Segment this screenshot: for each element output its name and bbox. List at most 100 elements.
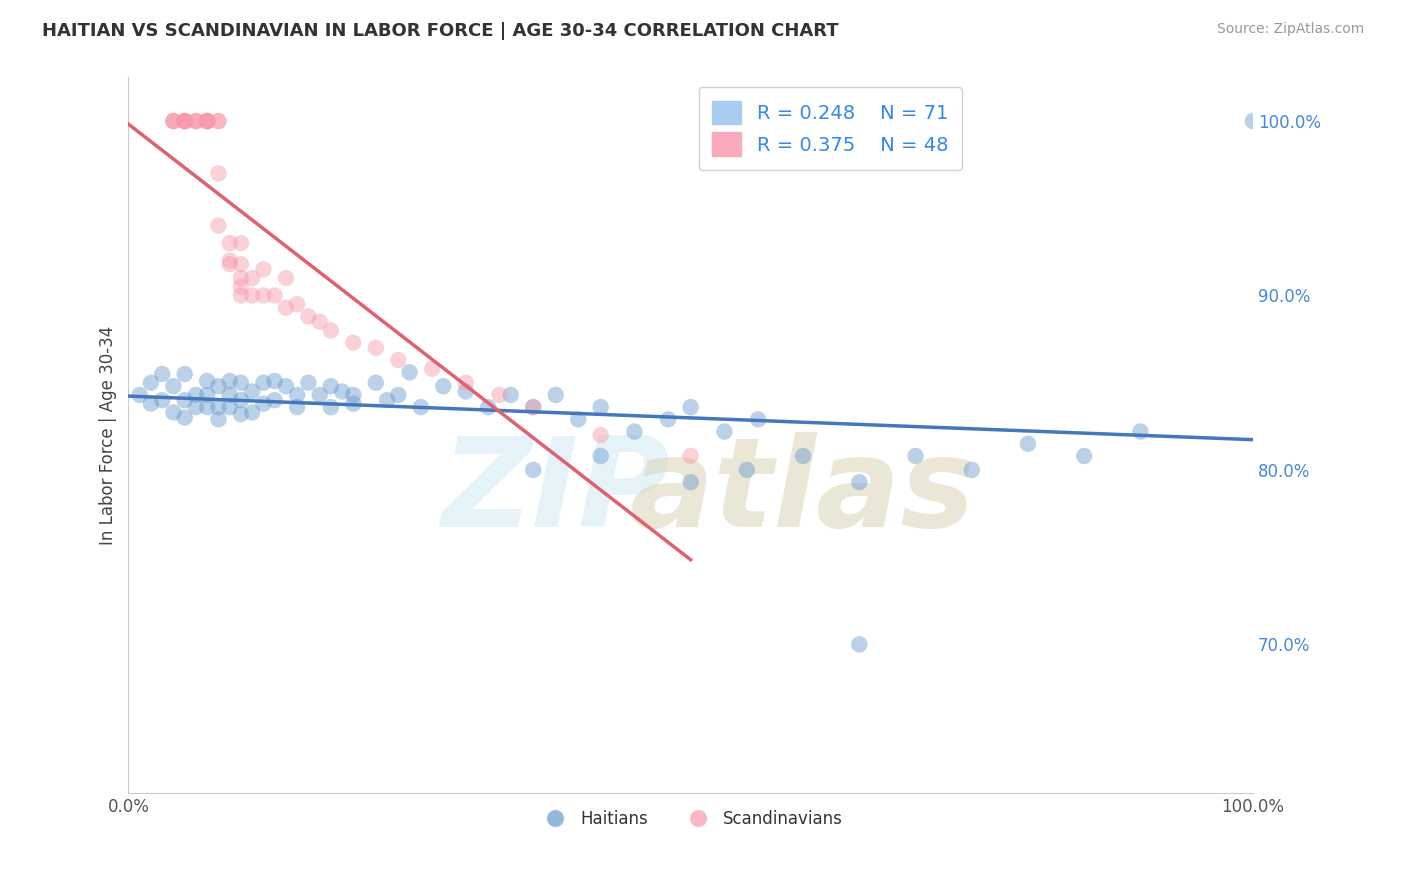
- Point: [252, 262, 274, 277]
- Text: HAITIAN VS SCANDINAVIAN IN LABOR FORCE | AGE 30-34 CORRELATION CHART: HAITIAN VS SCANDINAVIAN IN LABOR FORCE |…: [42, 22, 839, 40]
- Point: [218, 400, 240, 414]
- Point: [297, 376, 319, 390]
- Point: [623, 425, 645, 439]
- Point: [229, 271, 252, 285]
- Point: [173, 393, 195, 408]
- Point: [263, 288, 285, 302]
- Point: [342, 335, 364, 350]
- Point: [184, 114, 207, 128]
- Point: [195, 374, 218, 388]
- Point: [274, 271, 297, 285]
- Point: [398, 365, 420, 379]
- Point: [522, 400, 544, 414]
- Point: [150, 393, 173, 408]
- Point: [252, 288, 274, 302]
- Point: [162, 405, 184, 419]
- Point: [454, 376, 477, 390]
- Point: [229, 393, 252, 408]
- Point: [285, 400, 308, 414]
- Point: [387, 353, 409, 368]
- Point: [263, 374, 285, 388]
- Point: [173, 114, 195, 128]
- Point: [229, 288, 252, 302]
- Point: [195, 114, 218, 128]
- Point: [207, 400, 229, 414]
- Point: [319, 379, 342, 393]
- Point: [735, 463, 758, 477]
- Point: [364, 376, 387, 390]
- Point: [162, 379, 184, 393]
- Point: [207, 114, 229, 128]
- Point: [387, 388, 409, 402]
- Text: Source: ZipAtlas.com: Source: ZipAtlas.com: [1216, 22, 1364, 37]
- Point: [184, 114, 207, 128]
- Point: [173, 114, 195, 128]
- Point: [477, 400, 499, 414]
- Point: [432, 379, 454, 393]
- Point: [162, 114, 184, 128]
- Point: [1073, 449, 1095, 463]
- Point: [184, 400, 207, 414]
- Point: [195, 114, 218, 128]
- Point: [139, 397, 162, 411]
- Point: [589, 400, 612, 414]
- Point: [274, 379, 297, 393]
- Point: [218, 253, 240, 268]
- Point: [184, 388, 207, 402]
- Point: [960, 463, 983, 477]
- Point: [150, 367, 173, 381]
- Point: [713, 425, 735, 439]
- Point: [488, 388, 510, 402]
- Point: [375, 393, 398, 408]
- Point: [848, 637, 870, 651]
- Point: [679, 400, 702, 414]
- Point: [747, 412, 769, 426]
- Point: [1241, 114, 1264, 128]
- Point: [342, 397, 364, 411]
- Point: [330, 384, 353, 399]
- Point: [218, 236, 240, 251]
- Point: [139, 376, 162, 390]
- Point: [308, 315, 330, 329]
- Point: [657, 412, 679, 426]
- Point: [263, 393, 285, 408]
- Point: [173, 367, 195, 381]
- Point: [409, 400, 432, 414]
- Point: [218, 374, 240, 388]
- Point: [1017, 436, 1039, 450]
- Point: [195, 400, 218, 414]
- Point: [544, 388, 567, 402]
- Point: [252, 376, 274, 390]
- Point: [792, 449, 814, 463]
- Point: [173, 114, 195, 128]
- Point: [454, 384, 477, 399]
- Point: [679, 449, 702, 463]
- Point: [207, 219, 229, 233]
- Point: [589, 428, 612, 442]
- Point: [173, 114, 195, 128]
- Point: [195, 388, 218, 402]
- Text: atlas: atlas: [630, 432, 976, 553]
- Point: [229, 236, 252, 251]
- Point: [420, 361, 443, 376]
- Point: [207, 114, 229, 128]
- Point: [128, 388, 150, 402]
- Point: [319, 323, 342, 337]
- Point: [218, 257, 240, 271]
- Point: [679, 475, 702, 490]
- Point: [229, 279, 252, 293]
- Point: [252, 397, 274, 411]
- Point: [522, 400, 544, 414]
- Point: [195, 114, 218, 128]
- Point: [319, 400, 342, 414]
- Point: [207, 379, 229, 393]
- Point: [285, 388, 308, 402]
- Point: [195, 114, 218, 128]
- Point: [184, 114, 207, 128]
- Point: [1129, 425, 1152, 439]
- Text: ZIP: ZIP: [441, 432, 671, 553]
- Point: [308, 388, 330, 402]
- Point: [229, 257, 252, 271]
- Point: [589, 449, 612, 463]
- Point: [567, 412, 589, 426]
